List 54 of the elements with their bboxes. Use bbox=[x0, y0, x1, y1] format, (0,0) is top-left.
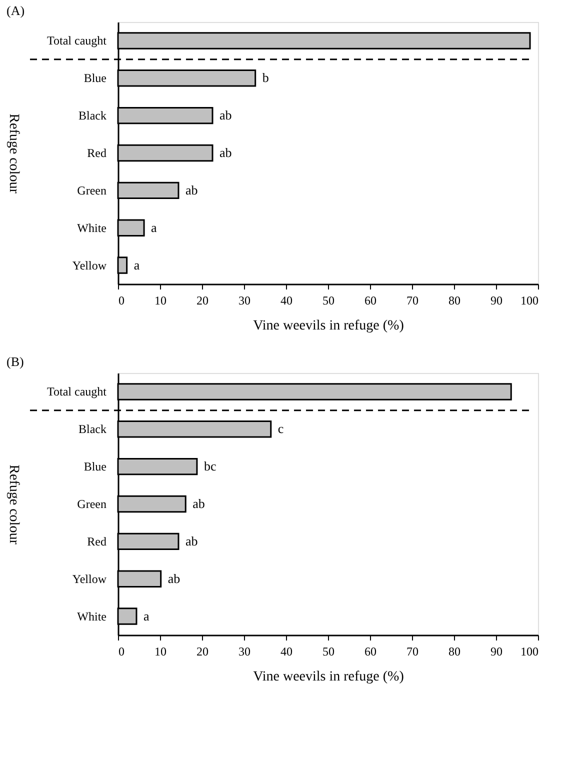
data-label: a bbox=[151, 220, 158, 235]
x-tick-label: 70 bbox=[406, 294, 418, 308]
y-tick-label: Blue bbox=[84, 460, 106, 474]
y-tick-label: Green bbox=[77, 497, 106, 511]
x-tick-label: 40 bbox=[280, 644, 292, 658]
x-tick-label: 30 bbox=[238, 294, 250, 308]
x-tick-label: 70 bbox=[406, 644, 418, 658]
y-tick-label: Total caught bbox=[47, 34, 108, 48]
x-axis-title: Vine weevils in refuge (%) bbox=[253, 318, 404, 334]
chart-title: (A) bbox=[6, 3, 25, 18]
x-tick-label: 90 bbox=[490, 294, 502, 308]
x-tick-label: 20 bbox=[196, 644, 208, 658]
x-tick-label: 90 bbox=[490, 644, 502, 658]
x-tick-label: 40 bbox=[280, 294, 292, 308]
y-tick-label: White bbox=[77, 220, 106, 235]
x-tick-label: 20 bbox=[196, 294, 208, 308]
x-tick-label: 0 bbox=[118, 644, 124, 658]
y-tick-label: Red bbox=[87, 146, 106, 160]
x-tick-label: 100 bbox=[520, 644, 538, 658]
data-label: ab bbox=[185, 533, 198, 548]
data-label: c bbox=[278, 421, 284, 436]
y-tick-label: Yellow bbox=[72, 258, 107, 272]
data-label: bc bbox=[204, 458, 216, 474]
x-tick-label: 80 bbox=[448, 294, 460, 308]
data-label: ab bbox=[192, 496, 205, 511]
x-tick-label: 60 bbox=[364, 294, 376, 308]
x-tick-label: 100 bbox=[520, 294, 538, 308]
x-tick-label: 10 bbox=[154, 294, 166, 308]
x-tick-label: 80 bbox=[448, 644, 460, 658]
y-axis-title: Refuge colour bbox=[6, 464, 22, 545]
y-tick-label: Total caught bbox=[47, 384, 108, 399]
data-label: ab bbox=[168, 570, 180, 586]
y-tick-label: Yellow bbox=[72, 572, 107, 586]
y-tick-label: Blue bbox=[84, 71, 106, 86]
y-tick-label: Black bbox=[78, 108, 106, 123]
data-label: ab bbox=[185, 182, 198, 198]
chart-title: (B) bbox=[6, 354, 24, 369]
x-tick-label: 10 bbox=[154, 644, 166, 658]
x-axis-title: Vine weevils in refuge (%) bbox=[253, 670, 404, 684]
y-axis-title: Refuge colour bbox=[6, 114, 22, 194]
data-label: a bbox=[134, 257, 140, 272]
x-tick-label: 50 bbox=[322, 294, 334, 308]
data-label: b bbox=[262, 70, 269, 86]
y-tick-label: Green bbox=[77, 183, 106, 198]
x-tick-label: 60 bbox=[364, 644, 376, 658]
y-tick-label: Red bbox=[87, 534, 106, 548]
data-label: ab bbox=[220, 108, 232, 123]
x-tick-label: 0 bbox=[118, 294, 124, 308]
y-tick-label: White bbox=[77, 609, 106, 624]
data-label: a bbox=[143, 608, 150, 624]
x-tick-label: 50 bbox=[322, 644, 334, 658]
y-tick-label: Black bbox=[78, 422, 106, 436]
data-label: ab bbox=[220, 145, 232, 160]
x-tick-label: 30 bbox=[238, 644, 250, 658]
